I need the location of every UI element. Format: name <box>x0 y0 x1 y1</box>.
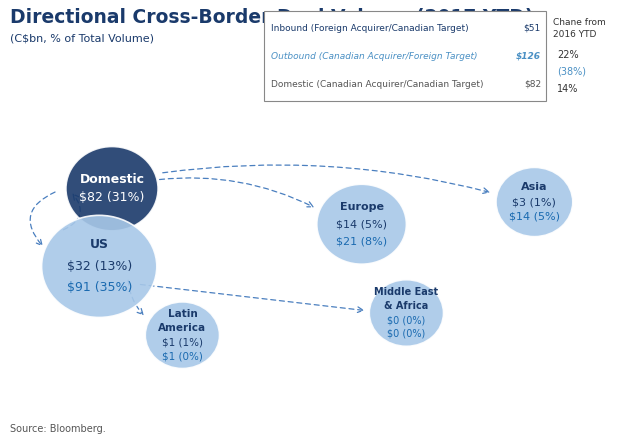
Text: $82 (31%): $82 (31%) <box>79 191 145 204</box>
Text: $14 (5%): $14 (5%) <box>509 211 560 222</box>
Text: $1 (1%): $1 (1%) <box>162 337 203 347</box>
Text: Source: Bloomberg.: Source: Bloomberg. <box>10 424 106 434</box>
Ellipse shape <box>66 147 158 231</box>
Text: $82: $82 <box>524 80 541 89</box>
Text: Europe: Europe <box>340 202 383 212</box>
Text: America: America <box>158 323 207 333</box>
Text: Domestic: Domestic <box>79 173 145 186</box>
Text: 22%: 22% <box>557 50 579 60</box>
Text: $21 (8%): $21 (8%) <box>336 236 387 246</box>
Text: (C$bn, % of Total Volume): (C$bn, % of Total Volume) <box>10 34 154 44</box>
Text: $0 (0%): $0 (0%) <box>387 329 426 339</box>
Text: Directional Cross-Border Deal Volume (2017 YTD): Directional Cross-Border Deal Volume (20… <box>10 8 534 27</box>
Text: US: US <box>90 238 109 251</box>
Text: Chane from
2016 YTD: Chane from 2016 YTD <box>553 18 605 39</box>
Ellipse shape <box>42 215 157 317</box>
Ellipse shape <box>369 280 444 346</box>
Text: 14%: 14% <box>557 84 579 94</box>
Text: $1 (0%): $1 (0%) <box>162 351 203 361</box>
Text: Domestic (Canadian Acquirer/Canadian Target): Domestic (Canadian Acquirer/Canadian Tar… <box>271 80 483 89</box>
Text: $0 (0%): $0 (0%) <box>387 315 426 325</box>
Text: Outbound (Canadian Acquirer/Foreign Target): Outbound (Canadian Acquirer/Foreign Targ… <box>271 52 477 61</box>
Text: $14 (5%): $14 (5%) <box>336 219 387 229</box>
Text: & Africa: & Africa <box>384 301 429 311</box>
Text: Asia: Asia <box>521 182 548 193</box>
Ellipse shape <box>496 167 573 237</box>
Text: Inbound (Foreign Acquirer/Canadian Target): Inbound (Foreign Acquirer/Canadian Targe… <box>271 24 468 33</box>
Text: $126: $126 <box>516 52 541 61</box>
Text: Latin: Latin <box>168 309 197 319</box>
Text: (38%): (38%) <box>557 67 586 77</box>
Text: $91 (35%): $91 (35%) <box>67 281 132 294</box>
Ellipse shape <box>317 184 406 264</box>
Text: Middle East: Middle East <box>374 287 438 297</box>
Ellipse shape <box>145 302 220 369</box>
Text: $3 (1%): $3 (1%) <box>513 197 556 207</box>
Text: $32 (13%): $32 (13%) <box>67 260 132 273</box>
Text: $51: $51 <box>524 24 541 33</box>
FancyBboxPatch shape <box>264 11 546 101</box>
